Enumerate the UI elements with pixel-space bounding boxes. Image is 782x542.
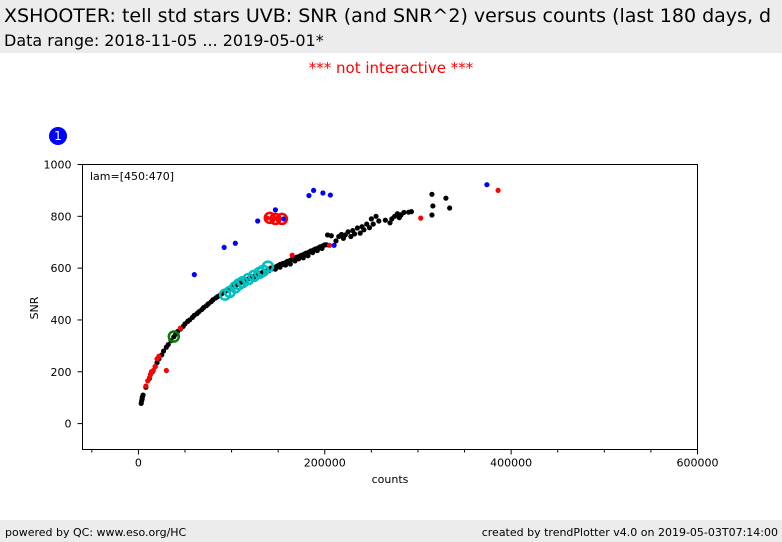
data-point <box>150 367 156 374</box>
x-tick-label: 0 <box>135 457 142 470</box>
data-point <box>382 217 388 223</box>
data-point <box>326 242 333 248</box>
data-point <box>331 242 337 248</box>
data-point <box>418 215 424 221</box>
data-point <box>357 230 363 236</box>
x-tick-label: 400000 <box>490 457 532 470</box>
data-point <box>272 207 278 213</box>
data-point <box>269 212 282 226</box>
data-point <box>305 253 311 259</box>
data-point <box>152 363 158 370</box>
data-point <box>165 341 171 348</box>
data-point <box>364 221 370 227</box>
y-tick-label: 0 <box>65 418 72 431</box>
data-point <box>327 192 333 198</box>
data-point <box>373 213 379 219</box>
data-point <box>296 256 302 262</box>
data-range-subtitle: Data range: 2018-11-05 ... 2019-05-01* <box>4 31 324 50</box>
x-axis-label: counts <box>372 473 409 486</box>
data-point <box>163 367 169 374</box>
data-point <box>191 272 197 278</box>
data-point <box>287 261 293 267</box>
not-interactive-notice: *** not interactive *** <box>308 59 474 77</box>
footer-bar: powered by QC: www.eso.org/HC created by… <box>0 520 782 542</box>
data-point <box>333 238 339 244</box>
data-point <box>430 203 436 209</box>
data-point <box>387 220 393 226</box>
data-point <box>275 212 289 226</box>
chart-axes: 0 200000 400000 600000 0 200 400 600 800 1000 <box>44 159 719 470</box>
data-point <box>354 225 360 231</box>
data-point <box>370 221 376 227</box>
data-point <box>281 261 287 268</box>
data-point <box>366 225 373 231</box>
data-point <box>232 240 238 246</box>
data-point <box>167 330 181 343</box>
data-point <box>310 249 316 256</box>
data-point <box>484 182 490 188</box>
footer-created-by: created by trendPlotter v4.0 on 2019-05-… <box>481 526 778 539</box>
data-point <box>143 383 149 389</box>
plot-number-badge: 1 <box>49 127 67 145</box>
data-point <box>261 260 275 273</box>
y-tick-label: 400 <box>51 314 72 327</box>
chart-marks <box>138 182 501 406</box>
data-point <box>348 233 354 240</box>
data-point <box>160 348 167 354</box>
data-point <box>320 190 326 196</box>
data-point <box>314 247 320 254</box>
chart-annotation: lam=[450:470] <box>90 170 174 183</box>
page-title: XSHOOTER: tell std stars UVB: SNR (and S… <box>4 5 772 27</box>
y-tick-label: 1000 <box>44 159 72 172</box>
data-point <box>401 209 407 216</box>
y-tick-label: 800 <box>51 210 72 223</box>
x-tick-label: 600000 <box>677 457 719 470</box>
data-point <box>300 255 306 261</box>
data-point <box>289 252 295 258</box>
data-point <box>443 195 449 201</box>
data-point <box>140 392 146 398</box>
y-tick-label: 600 <box>51 262 72 275</box>
data-point <box>376 218 382 224</box>
x-tick-label: 200000 <box>304 457 346 470</box>
data-point <box>156 353 162 359</box>
data-point <box>281 216 287 222</box>
data-point <box>306 192 312 199</box>
data-point <box>361 227 367 233</box>
data-point <box>351 231 358 237</box>
header-bar: XSHOOTER: tell std stars UVB: SNR (and S… <box>0 0 782 53</box>
data-point <box>447 205 453 211</box>
data-point <box>495 187 501 194</box>
y-tick-label: 200 <box>51 366 72 379</box>
data-point <box>429 191 435 197</box>
footer-powered-by: powered by QC: www.eso.org/HC <box>5 526 187 539</box>
data-point <box>154 360 160 366</box>
data-point <box>429 212 435 218</box>
data-point <box>319 245 325 252</box>
data-point <box>310 187 317 194</box>
data-point <box>255 218 261 224</box>
data-point <box>368 216 374 222</box>
data-point <box>263 211 277 225</box>
plot-frame <box>82 164 698 450</box>
data-point <box>177 325 183 331</box>
y-axis-label: SNR <box>28 296 41 319</box>
data-point <box>328 233 334 239</box>
data-point <box>408 209 415 215</box>
data-point <box>221 244 227 251</box>
data-point <box>345 229 351 235</box>
snr-vs-counts-chart: 0 200000 400000 600000 0 200 400 600 800 1000 lam… <box>28 159 719 487</box>
